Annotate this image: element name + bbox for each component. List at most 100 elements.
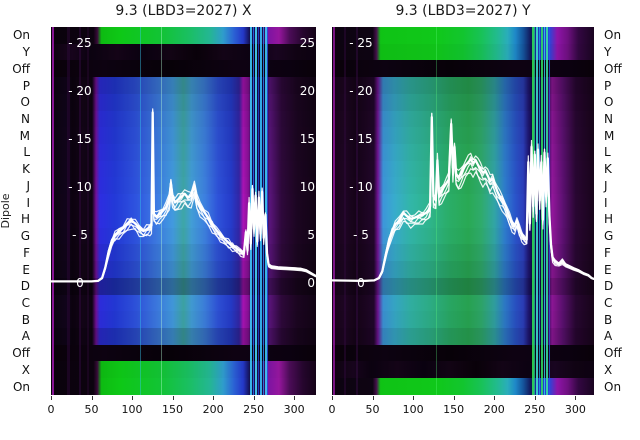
- row-label: H: [604, 212, 614, 227]
- x-tick: [51, 396, 52, 400]
- dipole-row-labels-right: On Y Off P O N M L K J I H G F E D C B A Off X On: [604, 27, 640, 395]
- row-label: C: [21, 296, 30, 310]
- dipole-row-labels-left: On Y Off P O N M L K J I H G F E D C B A Off X On: [0, 27, 32, 395]
- row-label: O: [20, 95, 30, 110]
- x-tick-label: 250: [243, 403, 265, 416]
- row-label: N: [604, 112, 613, 126]
- heatmap-stripe: [533, 27, 535, 395]
- heatmap-stripe: [67, 27, 71, 395]
- heatmap-stripe: [79, 27, 82, 395]
- x-tick-label: 200: [202, 403, 224, 416]
- heatmap-row: [51, 60, 316, 78]
- heatmap-row: [51, 43, 316, 61]
- x-tick-label: 100: [121, 403, 143, 416]
- row-label: B: [21, 312, 30, 327]
- row-label: A: [21, 329, 30, 344]
- x-tick: [213, 396, 215, 400]
- x-tick: [332, 396, 333, 400]
- row-label: A: [604, 329, 613, 344]
- x-tick: [294, 396, 296, 400]
- row-label: L: [604, 145, 611, 160]
- x-tick-label: 150: [162, 403, 184, 416]
- data-line: [332, 122, 594, 282]
- row-label: Y: [22, 45, 30, 60]
- data-line: [332, 124, 594, 282]
- panel-x-title: 9.3 (LBD3=2027) X: [115, 3, 252, 19]
- heatmap-row: [51, 327, 316, 345]
- row-label: I: [26, 195, 30, 210]
- heatmap-row: [332, 327, 594, 345]
- heatmap-row: [332, 244, 594, 262]
- line-overlay: [332, 112, 594, 283]
- row-label: O: [604, 95, 614, 110]
- row-label: M: [604, 128, 615, 143]
- heatmap-row: [51, 294, 316, 312]
- value-label: - 25: [68, 36, 92, 51]
- heatmap-stripe: [356, 27, 359, 395]
- row-label: H: [20, 212, 30, 227]
- x-tick-label: 300: [283, 403, 305, 416]
- data-line: [51, 112, 316, 282]
- x-tick: [575, 396, 577, 400]
- x-tick: [372, 396, 374, 400]
- value-label: - 5: [353, 227, 369, 242]
- heatmap-row: [51, 77, 316, 94]
- heatmap-row: [51, 27, 316, 44]
- row-label: C: [604, 296, 613, 310]
- x-tick: [91, 396, 93, 400]
- heatmap-row: [332, 378, 594, 395]
- row-label: On: [12, 379, 30, 394]
- heatmap-stripe: [332, 27, 335, 395]
- heatmap-row: [51, 378, 316, 395]
- row-label: F: [23, 245, 30, 260]
- row-label: D: [604, 279, 614, 294]
- x-tick: [534, 396, 536, 400]
- x-tick-label: 0: [328, 403, 336, 416]
- row-label: E: [22, 262, 30, 277]
- value-label: 0: [307, 275, 315, 290]
- heatmap-row: [332, 227, 594, 245]
- x-tick: [494, 396, 496, 400]
- value-label: 10: [299, 180, 315, 195]
- row-label: Y: [604, 45, 612, 60]
- row-label: G: [604, 229, 614, 244]
- value-label: 5: [307, 227, 315, 242]
- x-tick: [453, 396, 455, 400]
- row-label: X: [604, 362, 613, 377]
- row-label: Off: [12, 346, 30, 361]
- heatmap-stripe: [546, 27, 549, 395]
- x-tick-label: 50: [365, 403, 380, 416]
- value-label: 20: [299, 84, 315, 99]
- heatmap-stripe: [344, 27, 347, 395]
- row-label: P: [604, 78, 612, 93]
- heatmap-row: [332, 311, 594, 328]
- row-label: I: [604, 195, 608, 210]
- heatmap-row: [51, 127, 316, 145]
- row-label: F: [604, 245, 611, 260]
- heatmap-stripe: [51, 27, 54, 395]
- value-label: - 10: [68, 180, 92, 195]
- heatmap-stripe: [264, 27, 267, 395]
- heatmap-row: [332, 261, 594, 278]
- heatmap-row: [332, 43, 594, 61]
- heatmap-stripe: [140, 27, 142, 395]
- heatmap-row: [332, 93, 594, 111]
- heatmap-row: [332, 27, 594, 44]
- x-tick: [253, 396, 255, 400]
- row-label: On: [604, 28, 622, 43]
- row-label: K: [22, 162, 30, 177]
- row-label: On: [12, 28, 30, 43]
- panel-y-title: 9.3 (LBD3=2027) Y: [395, 3, 531, 19]
- row-label: J: [26, 178, 30, 193]
- x-tick-label: 250: [524, 403, 546, 416]
- row-label: Off: [12, 61, 30, 76]
- row-label: Off: [604, 61, 622, 76]
- heatmap-row: [51, 311, 316, 328]
- value-label: - 25: [349, 36, 373, 51]
- data-line: [332, 119, 594, 282]
- heatmap-row: [332, 60, 594, 78]
- heatmap-row: [51, 144, 316, 161]
- row-label: Off: [604, 346, 622, 361]
- heatmap-row: [51, 93, 316, 111]
- row-label: B: [604, 312, 613, 327]
